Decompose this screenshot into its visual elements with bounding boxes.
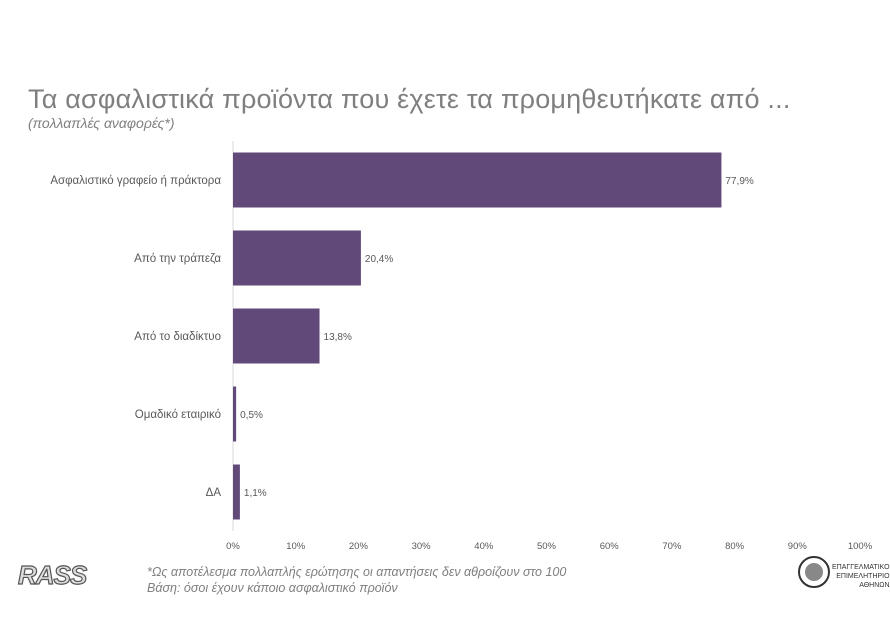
logo-line: ΕΠΑΓΓΕΛΜΑΤΙΚΟ <box>832 564 890 571</box>
logo-line: ΑΘΗΝΩΝ <box>859 582 890 589</box>
data-label: 0,5% <box>240 410 263 421</box>
x-tick-label: 0% <box>226 541 240 552</box>
bar <box>233 152 722 208</box>
chamber-emblem-icon <box>798 556 830 588</box>
x-tick-label: 50% <box>537 541 557 552</box>
footnote-base: Βάση: όσοι έχουν κάποιο ασφαλιστικό προϊ… <box>147 581 398 595</box>
data-label: 13,8% <box>324 332 352 343</box>
rass-logo: RASS <box>17 559 87 590</box>
bar <box>233 386 237 442</box>
x-tick-label: 40% <box>474 541 494 552</box>
x-tick-label: 10% <box>286 541 306 552</box>
logo-line: ΕΠΙΜΕΛΗΤΗΡΙΟ <box>836 573 890 580</box>
x-tick-label: 90% <box>788 541 808 552</box>
data-label: 77,9% <box>725 176 753 187</box>
bar <box>233 464 240 520</box>
category-label: Ομαδικό εταιρικό <box>135 409 221 421</box>
category-label: ΔΑ <box>206 487 222 499</box>
x-tick-label: 100% <box>848 541 873 552</box>
category-label: Ασφαλιστικό γραφείο ή πράκτορα <box>50 175 221 187</box>
category-label: Από το διαδίκτυο <box>134 331 221 343</box>
x-tick-label: 30% <box>412 541 432 552</box>
footnote-multiple: *Ως αποτέλεσμα πολλαπλής ερώτησης οι απα… <box>147 565 567 579</box>
bar <box>233 230 361 286</box>
data-label: 20,4% <box>365 254 393 265</box>
x-tick-label: 80% <box>725 541 745 552</box>
chamber-logo-text: ΕΠΑΓΓΕΛΜΑΤΙΚΟ ΕΠΙΜΕΛΗΤΗΡΙΟ ΑΘΗΝΩΝ <box>832 563 890 590</box>
category-label: Από την τράπεζα <box>134 253 221 265</box>
data-label: 1,1% <box>244 488 267 499</box>
chart-subtitle: (πολλαπλές αναφορές*) <box>28 115 175 131</box>
x-tick-label: 60% <box>600 541 620 552</box>
chart-title: Τα ασφαλιστικά προϊόντα που έχετε τα προ… <box>28 84 791 114</box>
bar <box>233 308 320 364</box>
x-tick-label: 20% <box>349 541 369 552</box>
x-tick-label: 70% <box>662 541 682 552</box>
